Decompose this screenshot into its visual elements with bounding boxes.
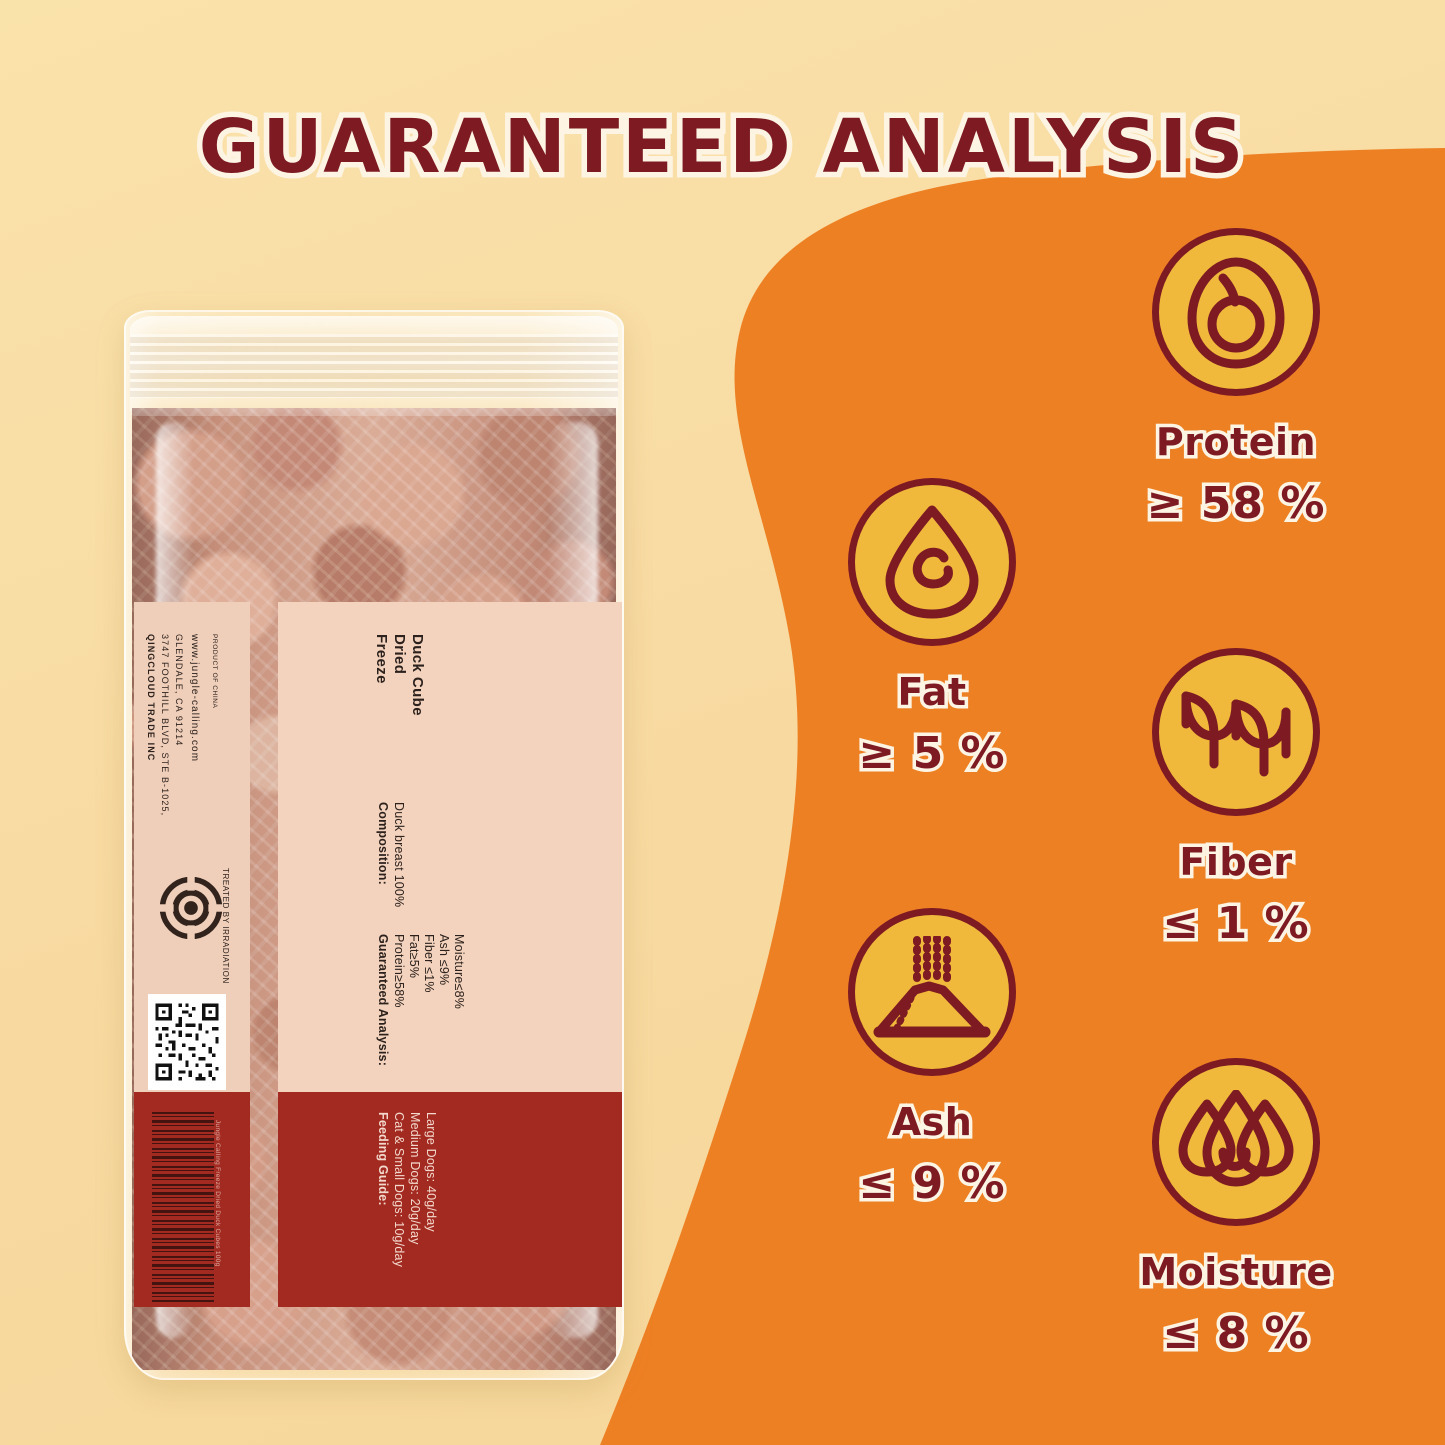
moisture-label: Moisture bbox=[1136, 1247, 1336, 1298]
fiber-helix-icon bbox=[1181, 691, 1291, 777]
jar-lid-threads bbox=[130, 316, 618, 416]
jar-front-label-red-band bbox=[278, 1092, 622, 1307]
jar-body: QINGCLOUD TRADE INC 3747 FOOTHILL BLVD, … bbox=[124, 310, 624, 1380]
company-address-line-2: GLENDALE, CA 91214 bbox=[174, 634, 184, 747]
product-origin: PRODUCT OF CHINA bbox=[211, 634, 218, 709]
moisture-drops-icon bbox=[1178, 1090, 1294, 1187]
composition-heading: Composition: bbox=[376, 802, 390, 885]
nutrient-badge-ash: Ash ≤ 9 % bbox=[772, 908, 1092, 1213]
irradiation-caption: TREATED BY IRRADIATION bbox=[221, 868, 230, 984]
feeding-heading: Feeding Guide: bbox=[376, 1112, 390, 1206]
nutrient-badge-protein: Protein ≥ 58 % bbox=[1076, 228, 1396, 533]
product-name-line-1: Freeze bbox=[373, 634, 390, 684]
fat-label: Fat bbox=[894, 667, 970, 718]
ash-badge-disc bbox=[848, 908, 1016, 1076]
moisture-badge-disc bbox=[1152, 1058, 1320, 1226]
analysis-heading: Guaranteed Analysis: bbox=[376, 934, 390, 1067]
nutrient-badge-fiber: Fiber ≤ 1 % bbox=[1076, 648, 1396, 953]
qr-code bbox=[148, 994, 226, 1090]
radura-irradiation-icon bbox=[160, 877, 222, 939]
barcode-caption: Jungle Calling Freeze Dried Duck Cubes 1… bbox=[214, 1120, 221, 1267]
fiber-value: ≤ 1 % bbox=[1159, 895, 1312, 953]
ash-label: Ash bbox=[888, 1097, 975, 1148]
fiber-badge-disc bbox=[1152, 648, 1320, 816]
feeding-large-dogs: Large Dogs: 40g/day bbox=[424, 1112, 438, 1232]
ash-value: ≤ 9 % bbox=[855, 1155, 1008, 1213]
feeding-medium-dogs: Medium Dogs: 20g/day bbox=[408, 1112, 422, 1245]
protein-badge-disc bbox=[1152, 228, 1320, 396]
page-title: GUARANTEED ANALYSIS bbox=[193, 99, 1249, 196]
nutrient-badge-moisture: Moisture ≤ 8 % bbox=[1076, 1058, 1396, 1363]
product-jar-image: QINGCLOUD TRADE INC 3747 FOOTHILL BLVD, … bbox=[124, 310, 624, 1380]
protein-egg-icon bbox=[1187, 257, 1285, 369]
composition-value: Duck breast 100% bbox=[392, 802, 406, 908]
fat-value: ≥ 5 % bbox=[855, 725, 1008, 783]
fat-badge-disc bbox=[848, 478, 1016, 646]
company-address-line-1: 3747 FOOTHILL BLVD, STE B-1025, bbox=[160, 634, 170, 817]
fat-droplet-icon bbox=[885, 505, 979, 619]
barcode bbox=[152, 1112, 214, 1302]
company-name: QINGCLOUD TRADE INC bbox=[146, 634, 156, 762]
fiber-label: Fiber bbox=[1176, 837, 1296, 888]
moisture-value: ≤ 8 % bbox=[1159, 1305, 1312, 1363]
protein-value: ≥ 58 % bbox=[1143, 475, 1328, 533]
company-website: www.jungle-calling.com bbox=[189, 634, 200, 763]
product-name-line-2: Dried bbox=[391, 634, 408, 675]
ash-volcano-icon bbox=[873, 936, 991, 1038]
product-name-line-3: Duck Cube bbox=[409, 634, 426, 716]
feeding-cat-small-dogs: Cat & Small Dogs: 10g/day bbox=[392, 1112, 406, 1268]
analysis-moisture: Moisture≤8% bbox=[452, 934, 466, 1010]
protein-label: Protein bbox=[1152, 417, 1319, 468]
nutrient-badge-fat: Fat ≥ 5 % bbox=[772, 478, 1092, 783]
